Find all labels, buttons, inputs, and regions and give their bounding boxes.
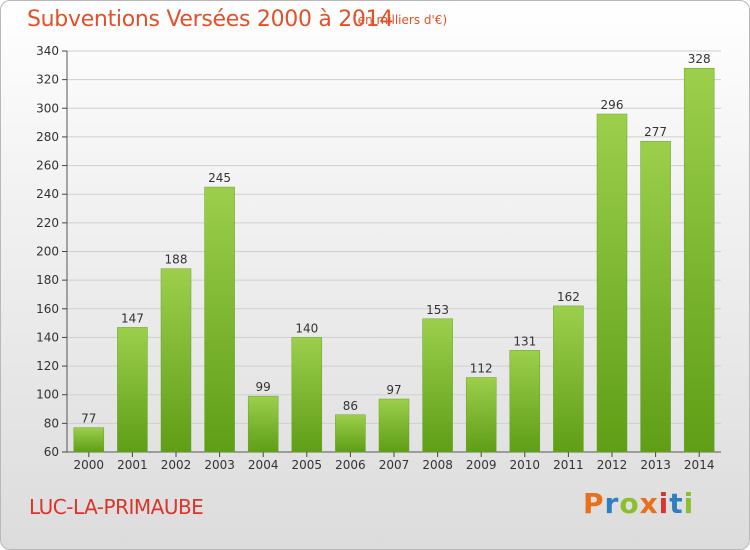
bar-value-label: 140 (295, 321, 318, 335)
bar-value-label: 153 (426, 303, 449, 317)
bar (117, 327, 148, 453)
bar (335, 414, 366, 453)
x-tick-label: 2008 (422, 458, 453, 472)
y-tick-label: 140 (36, 330, 59, 344)
y-tick-label: 340 (36, 44, 59, 58)
bar-value-label: 188 (165, 253, 188, 267)
chart-title: Subventions Versées 2000 à 2014 (27, 7, 394, 32)
x-tick-label: 2004 (248, 458, 279, 472)
y-tick-label: 300 (36, 101, 59, 115)
bar-value-label: 99 (256, 380, 271, 394)
y-tick-label: 220 (36, 216, 59, 230)
x-tick-label: 2002 (161, 458, 192, 472)
chart-subtitle: (en milliers d'€) (353, 13, 448, 27)
y-tick-label: 100 (36, 388, 59, 402)
logo-letter: r (604, 487, 620, 520)
x-tick-label: 2000 (74, 458, 105, 472)
logo-letter: x (639, 487, 659, 520)
y-tick-label: 320 (36, 73, 59, 87)
bar-value-label: 328 (688, 52, 711, 66)
bar-value-label: 147 (121, 311, 144, 325)
x-tick-label: 2009 (466, 458, 497, 472)
commune-name: LUC-LA-PRIMAUBE (29, 495, 204, 519)
bar (378, 398, 410, 453)
bar (160, 268, 192, 453)
bar (465, 377, 497, 453)
x-tick-label: 2005 (292, 458, 323, 472)
bar (291, 337, 323, 453)
bar (553, 305, 584, 453)
x-tick-label: 2013 (640, 458, 671, 472)
bar-value-label: 97 (386, 383, 401, 397)
bar-value-label: 296 (601, 98, 624, 112)
bar-value-label: 77 (81, 412, 96, 426)
bars (73, 67, 715, 453)
logo-letter: t (669, 487, 684, 520)
bar-value-label: 112 (470, 362, 493, 376)
bar-value-label: 162 (557, 290, 580, 304)
bar (204, 186, 235, 453)
x-tick-label: 2007 (379, 458, 410, 472)
y-tick-label: 80 (44, 416, 59, 430)
bar-value-label: 131 (513, 334, 536, 348)
y-tick-label: 200 (36, 245, 59, 259)
bar-value-label: 277 (644, 125, 667, 139)
y-tick-label: 120 (36, 359, 59, 373)
bar (596, 113, 628, 453)
proxiti-logo: Proxiti (583, 487, 694, 520)
x-tick-label: 2012 (597, 458, 628, 472)
x-tick-label: 2011 (553, 458, 584, 472)
bar (509, 350, 541, 453)
bar (247, 395, 279, 453)
logo-letter: i (683, 487, 695, 520)
bar (640, 140, 671, 453)
x-tick-label: 2014 (684, 458, 715, 472)
y-tick-label: 240 (36, 187, 59, 201)
y-tick-label: 180 (36, 273, 59, 287)
x-tick-label: 2003 (204, 458, 235, 472)
y-tick-label: 60 (44, 445, 59, 459)
y-tick-label: 280 (36, 130, 59, 144)
bar (422, 318, 453, 453)
bar (683, 67, 715, 453)
x-tick-label: 2010 (510, 458, 541, 472)
logo-letter: o (619, 487, 640, 520)
bar-value-label: 245 (208, 171, 231, 185)
y-tick-label: 260 (36, 159, 59, 173)
labels: 60 80 100 120 140 160 180 200 220 240 260 280 300 320… (36, 44, 714, 472)
logo-letter: P (583, 487, 605, 520)
logo-letter: i (658, 487, 670, 520)
x-tick-label: 2001 (117, 458, 148, 472)
bar-value-label: 86 (343, 399, 358, 413)
bar (73, 427, 105, 453)
y-tick-label: 160 (36, 302, 59, 316)
x-tick-label: 2006 (335, 458, 366, 472)
